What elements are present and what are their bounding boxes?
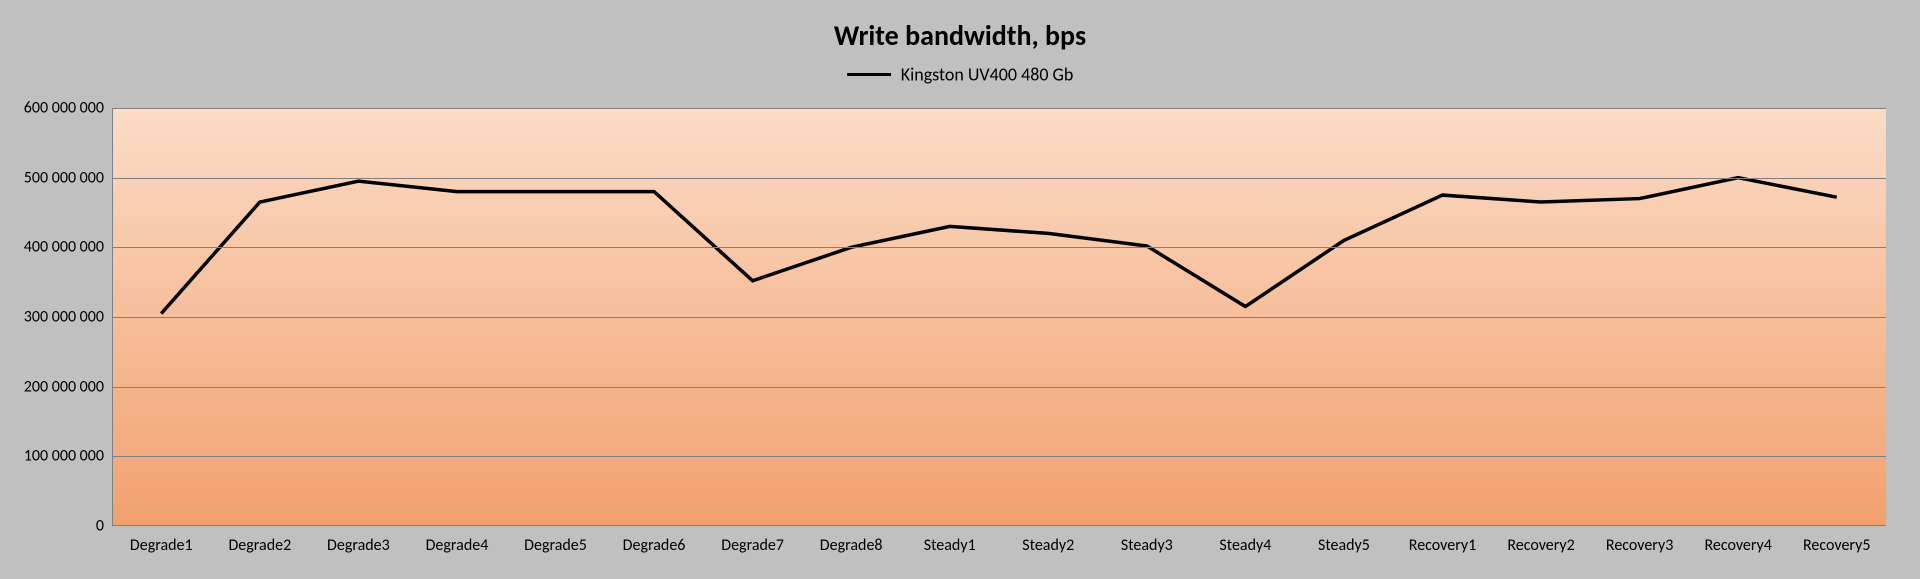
chart-legend: Kingston UV400 480 Gb [0,62,1920,86]
chart-container: Write bandwidth, bps Kingston UV400 480 … [0,0,1920,579]
y-tick-label: 300 000 000 [0,308,104,327]
x-tick-label: Degrade6 [623,536,686,555]
gridline [112,247,1886,248]
y-tick-label: 600 000 000 [0,99,104,118]
x-tick-label: Recovery1 [1409,536,1476,555]
y-tick-label: 0 [0,517,104,536]
x-tick-label: Recovery4 [1704,536,1771,555]
y-tick-label: 200 000 000 [0,377,104,396]
y-tick-label: 500 000 000 [0,168,104,187]
x-tick-label: Steady2 [1022,536,1074,555]
chart-title: Write bandwidth, bps [0,18,1920,53]
y-tick-label: 100 000 000 [0,447,104,466]
x-tick-label: Recovery3 [1606,536,1673,555]
x-tick-label: Steady1 [924,536,976,555]
x-tick-label: Degrade4 [426,536,489,555]
legend-swatch [847,73,891,76]
gridline [112,456,1886,457]
plot-wrap: 0100 000 000200 000 000300 000 000400 00… [112,108,1886,526]
x-tick-label: Steady4 [1219,536,1271,555]
legend-label: Kingston UV400 480 Gb [901,64,1074,86]
gridline [112,317,1886,318]
gridline [112,387,1886,388]
x-tick-label: Steady3 [1121,536,1173,555]
x-tick-label: Degrade2 [228,536,291,555]
x-tick-label: Degrade7 [721,536,784,555]
x-tick-label: Degrade5 [524,536,587,555]
x-tick-label: Degrade3 [327,536,390,555]
series-line [161,178,1836,314]
y-tick-label: 400 000 000 [0,238,104,257]
gridline [112,178,1886,179]
x-tick-label: Recovery5 [1803,536,1870,555]
x-tick-label: Degrade8 [820,536,883,555]
gridline [112,108,1886,109]
x-tick-label: Steady5 [1318,536,1370,555]
x-tick-label: Degrade1 [130,536,193,555]
x-tick-label: Recovery2 [1507,536,1574,555]
